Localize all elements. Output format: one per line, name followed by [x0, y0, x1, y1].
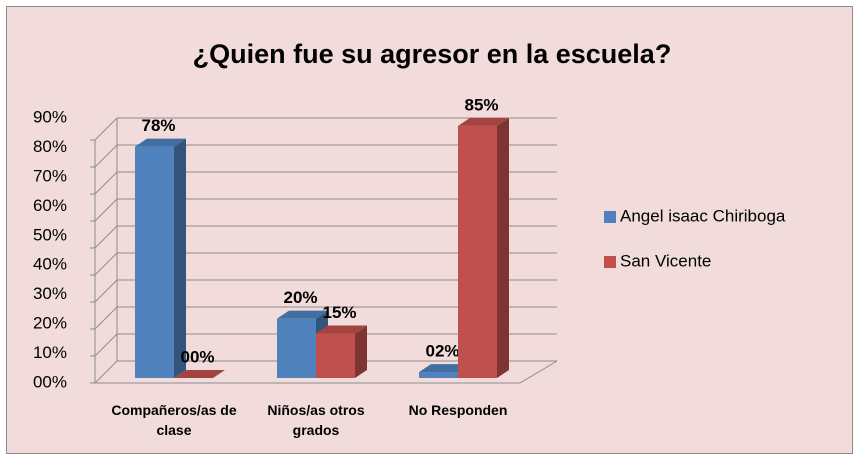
y-tick-label: 00%	[33, 372, 67, 391]
data-label: 78%	[141, 116, 175, 135]
grid-line	[94, 279, 118, 303]
grid-line	[94, 117, 118, 141]
grid-line	[94, 333, 118, 357]
y-tick-label: 10%	[33, 343, 67, 362]
y-tick-label: 40%	[33, 255, 67, 274]
legend-label: Angel isaac Chiriboga	[620, 206, 786, 225]
bar	[458, 117, 509, 378]
data-label: 00%	[180, 347, 214, 366]
bar	[135, 138, 186, 378]
y-tick-label: 60%	[33, 196, 67, 215]
grid-line	[94, 198, 118, 222]
legend-swatch	[604, 211, 616, 223]
floor-edge	[519, 360, 558, 384]
bar-front	[135, 146, 174, 378]
x-tick-label: Niños/as otros grados	[267, 402, 365, 438]
bar-side	[355, 325, 367, 378]
bar	[316, 325, 367, 378]
grid-line	[94, 144, 118, 168]
bar-front	[277, 318, 316, 378]
bar-top	[135, 138, 186, 147]
y-tick-label: 90%	[33, 107, 67, 126]
x-tick-label: No Responden	[408, 402, 508, 418]
grid-line	[94, 171, 118, 195]
y-tick-label: 30%	[33, 284, 67, 303]
data-label: 15%	[322, 303, 356, 322]
y-tick-label: 50%	[33, 225, 67, 244]
y-tick-label: 80%	[33, 137, 67, 156]
bar-top	[458, 117, 509, 126]
bar-top	[316, 325, 367, 334]
y-tick-label: 70%	[33, 166, 67, 185]
bar-front	[458, 125, 497, 378]
grid-line	[94, 225, 118, 249]
grid-line	[94, 252, 118, 276]
data-label: 20%	[283, 288, 317, 307]
bar	[174, 370, 225, 378]
bar-side	[174, 138, 186, 378]
chart-title: ¿Quien fue su agresor en la escuela?	[193, 39, 672, 69]
bar-top	[419, 364, 470, 373]
bar-front	[316, 333, 355, 378]
data-label: 85%	[464, 95, 498, 114]
bar-front	[419, 372, 458, 378]
legend-swatch	[604, 256, 616, 268]
bar-side	[497, 117, 509, 378]
data-label: 02%	[425, 342, 459, 361]
bar-top	[174, 370, 225, 378]
grid-line	[94, 360, 118, 384]
bar-top	[277, 310, 328, 319]
grid-line	[94, 306, 118, 330]
x-tick-label: Compañeros/as de clase	[111, 402, 237, 438]
y-tick-label: 20%	[33, 314, 67, 333]
legend-label: San Vicente	[620, 251, 711, 270]
